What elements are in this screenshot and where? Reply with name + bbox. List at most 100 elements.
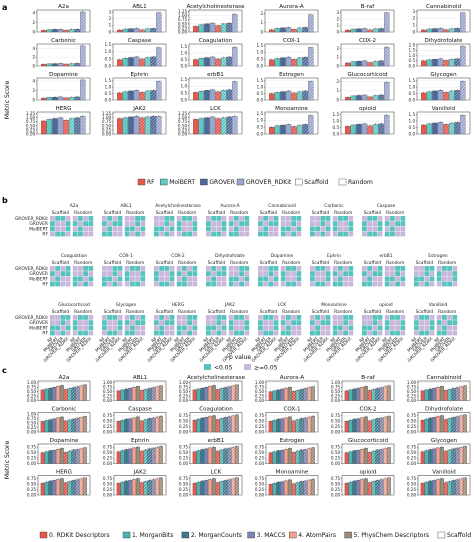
heatmap-cell [187,271,192,276]
heatmap-cell [102,320,107,325]
c-ytick-label: 0.25 [331,424,341,429]
heatmap-cell [107,276,112,282]
c-bar-scaffold-vanilloid-3 [432,480,437,496]
c-bar-scaffold-opioid-2 [352,480,357,496]
c-bar-random-hatch [223,387,228,401]
c-ytick-label: 0.50 [407,450,417,455]
heatmap-cell [228,226,234,232]
c-bar-random-hatch [223,417,228,432]
heatmap-split-label: Scaffold [208,260,226,266]
c-ytick-label: 0.25 [331,393,341,398]
panel-a-ylabel: Metric Score [4,81,11,120]
heatmap-cell [414,281,419,287]
c-bar-random-hatch [299,418,304,432]
c-bar-random-hatch [143,481,148,495]
c-bar-random-hatch [455,416,460,432]
legend-a-swatch-grover-rdkit [236,178,245,186]
a-bar-random-hatch [454,58,460,66]
heatmap-split-label: Scaffold [312,260,330,266]
a-bar-scaffold-jak2-1 [122,117,129,135]
a-bar-random-hatch [139,92,145,100]
c-bar-scaffold-lck-4 [208,479,212,496]
a-bar-scaffold-cox-1-2 [280,57,286,67]
heatmap-cell [130,226,135,232]
heatmap-cell [390,266,395,271]
c-bar-random-hatch [371,419,376,432]
c-bar-scaffold-dopamine-5 [60,448,64,464]
c-bar-scaffold-jak2-2 [124,480,129,496]
heatmap-cell [164,266,170,271]
c-bar-random-hatch [368,452,372,464]
a-title-a2a: A2a [58,4,69,10]
heatmap-cell [419,320,424,325]
heatmap-title-lck: LCK [278,302,287,308]
heatmap-cell [60,330,66,336]
c-bar-scaffold-coagulation-1 [196,418,201,433]
c-bar-scaffold-dihydrofolate-4 [436,416,440,433]
heatmap-cell [338,271,343,276]
heatmap-title-opioid: opioid [379,302,393,308]
heatmap-cell [216,231,222,237]
c-bar-random-hatch [387,385,391,401]
heatmap-cell [362,216,367,221]
c-bar-random-hatch [83,477,87,495]
heatmap-cell [154,315,159,320]
a-title-abl1: ABL1 [132,4,147,10]
heatmap-cell [60,315,66,320]
a-bar-scaffold-vanilloid-2 [432,122,438,135]
c-bar-random-hatch [219,449,224,464]
a-bar-scaffold-dihydrofolate-2 [432,59,438,67]
c-bar-random-hatch [159,477,163,495]
a-title-vanilloid: Vanilloid [432,106,456,112]
heatmap-cell [239,315,244,320]
heatmap-cell [65,226,71,232]
heatmap-cell [377,276,383,282]
heatmap-cell [291,221,296,226]
c-bar-random-hatch [379,387,384,401]
a-title-opioid: opioid [359,106,377,112]
heatmap-cell [216,281,222,287]
heatmap-cell [130,231,135,237]
heatmap-cell [78,266,83,271]
heatmap-cell [436,325,442,331]
heatmap-cell [338,276,343,282]
heatmap-cell [55,231,60,237]
heatmap-cell [112,221,118,226]
a-ytick-label: 0.5 [181,91,188,96]
heatmap-cell [164,330,170,336]
heatmap-col-label: RF [121,336,130,345]
heatmap-cell [424,271,430,276]
heatmap-cell [83,216,88,221]
c-bar-scaffold-opioid-1 [348,481,353,496]
heatmap-cell [60,216,66,221]
c-bar-scaffold-erbb1-4 [208,447,212,464]
a-ytick-label: 0.5 [257,57,264,62]
a-title-jak2: JAK2 [132,106,146,112]
heatmap-cell [280,216,286,221]
c-bar-scaffold-erbb1-1 [196,450,201,464]
heatmap-cell [102,330,107,336]
heatmap-cell [377,221,383,226]
heatmap-cell [182,231,187,237]
heatmap-cell [291,325,296,331]
c-bar-random-hatch [235,384,239,401]
heatmap-cell [424,315,430,320]
heatmap-cell [419,315,424,320]
heatmap-cell [154,276,159,282]
a-bar-random-hatch [226,89,232,100]
heatmap-cell [384,271,390,276]
a-title-lck: LCK [210,106,221,112]
c-bar-scaffold-cannabinoid-0 [420,390,425,401]
a-ytick-label: 0.5 [105,91,112,96]
a-bar-random-hatch [378,123,384,134]
a-ytick-label: 0.00 [178,131,188,136]
c-ytick-label: 0.25 [27,455,37,460]
heatmap-cell [182,320,187,325]
heatmap-cell [414,315,419,320]
panel-b-legend: p value <0.05 ≥=0.05 [204,354,278,372]
